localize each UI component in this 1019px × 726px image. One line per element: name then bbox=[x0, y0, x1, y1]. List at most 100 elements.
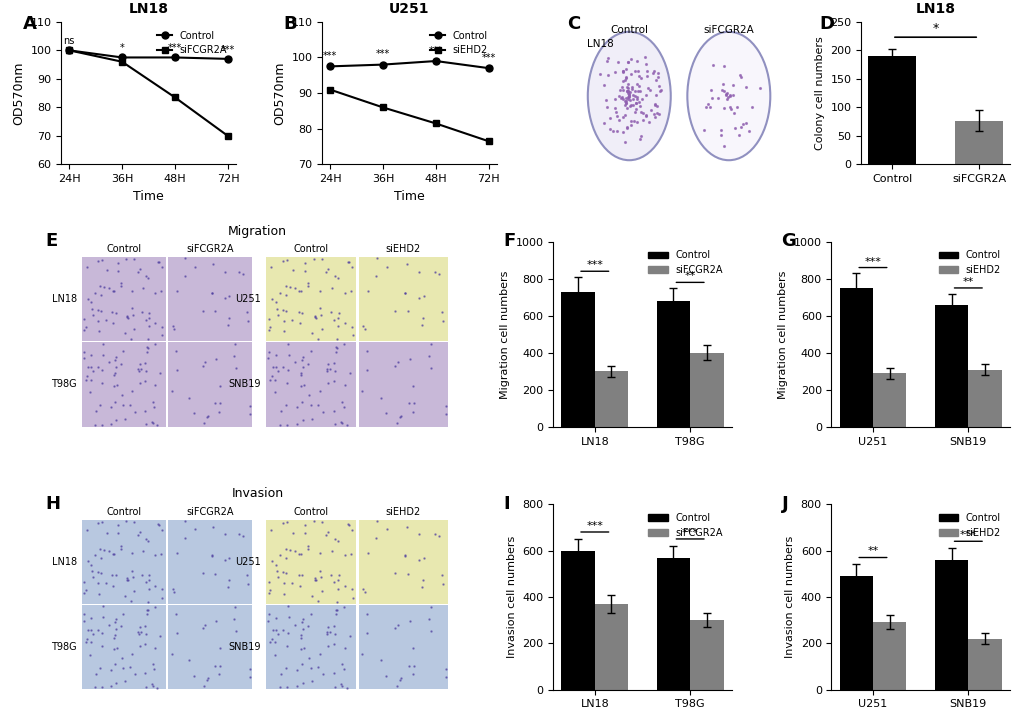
Text: ***: *** bbox=[220, 44, 234, 54]
Bar bbox=[690, 353, 722, 427]
Legend: Control, siEHD2: Control, siEHD2 bbox=[426, 27, 491, 60]
Bar bbox=[359, 605, 448, 689]
Bar bbox=[266, 257, 356, 341]
Bar bbox=[168, 605, 252, 689]
Text: **: ** bbox=[866, 547, 877, 556]
Bar bbox=[690, 620, 722, 690]
Bar bbox=[656, 301, 690, 427]
Bar bbox=[359, 343, 448, 427]
Text: J: J bbox=[781, 495, 788, 513]
Y-axis label: Migration cell numbers: Migration cell numbers bbox=[499, 270, 510, 399]
Legend: Control, siFCGR2A: Control, siFCGR2A bbox=[644, 509, 727, 542]
Text: siEHD2: siEHD2 bbox=[385, 244, 421, 254]
Bar bbox=[867, 56, 915, 165]
Legend: Control, siEHD2: Control, siEHD2 bbox=[933, 509, 1004, 542]
Legend: Control, siFCGR2A: Control, siFCGR2A bbox=[153, 27, 230, 60]
Text: ns: ns bbox=[63, 36, 74, 46]
Y-axis label: Colony cell numbers: Colony cell numbers bbox=[814, 36, 824, 150]
Bar bbox=[934, 560, 967, 690]
Bar bbox=[839, 576, 872, 690]
Text: **: ** bbox=[684, 272, 695, 282]
Text: Control: Control bbox=[106, 507, 142, 517]
Bar bbox=[168, 257, 252, 341]
Bar bbox=[266, 605, 356, 689]
Text: T98G: T98G bbox=[51, 642, 76, 652]
Legend: Control, siEHD2: Control, siEHD2 bbox=[933, 246, 1004, 279]
Text: SNB19: SNB19 bbox=[228, 642, 261, 652]
Title: LN18: LN18 bbox=[128, 2, 168, 17]
Y-axis label: OD570nm: OD570nm bbox=[12, 62, 24, 125]
Text: siFCGR2A: siFCGR2A bbox=[703, 25, 753, 35]
Bar bbox=[560, 292, 594, 427]
Bar bbox=[266, 343, 356, 427]
Text: LN18: LN18 bbox=[52, 294, 76, 304]
Text: *: * bbox=[119, 43, 124, 53]
Bar bbox=[594, 372, 628, 427]
Bar bbox=[594, 604, 628, 690]
Bar bbox=[359, 257, 448, 341]
Text: ***: *** bbox=[681, 528, 698, 538]
Text: G: G bbox=[781, 232, 796, 250]
Y-axis label: Migration cell numbers: Migration cell numbers bbox=[777, 270, 788, 399]
Bar bbox=[656, 558, 690, 690]
Text: ***: *** bbox=[586, 261, 602, 270]
Bar bbox=[872, 373, 906, 427]
Title: U251: U251 bbox=[389, 2, 429, 17]
Ellipse shape bbox=[587, 32, 671, 160]
Text: ***: *** bbox=[481, 53, 495, 63]
Text: Invasion: Invasion bbox=[231, 487, 283, 500]
Bar bbox=[82, 520, 166, 604]
Text: Control: Control bbox=[293, 244, 328, 254]
Bar bbox=[934, 305, 967, 427]
Text: siFCGR2A: siFCGR2A bbox=[186, 244, 233, 254]
Bar bbox=[839, 288, 872, 427]
Bar bbox=[560, 550, 594, 690]
Bar bbox=[168, 520, 252, 604]
Text: I: I bbox=[503, 495, 510, 513]
Bar bbox=[266, 520, 356, 604]
Text: *: * bbox=[931, 23, 937, 36]
Text: siEHD2: siEHD2 bbox=[385, 507, 421, 517]
Text: F: F bbox=[503, 232, 516, 250]
Text: ***: *** bbox=[375, 49, 389, 60]
Text: D: D bbox=[819, 15, 834, 33]
Text: LN18: LN18 bbox=[586, 39, 613, 49]
Text: Migration: Migration bbox=[227, 225, 286, 238]
Text: A: A bbox=[22, 15, 37, 33]
Text: C: C bbox=[567, 15, 580, 33]
X-axis label: Time: Time bbox=[133, 189, 164, 203]
Text: U251: U251 bbox=[235, 557, 261, 567]
Text: U251: U251 bbox=[235, 294, 261, 304]
Ellipse shape bbox=[687, 32, 769, 160]
Bar bbox=[967, 639, 1001, 690]
Title: LN18: LN18 bbox=[915, 2, 955, 17]
Text: ***: *** bbox=[168, 43, 182, 53]
Bar bbox=[359, 520, 448, 604]
Text: H: H bbox=[46, 495, 60, 513]
Text: ***: *** bbox=[959, 530, 976, 540]
Text: SNB19: SNB19 bbox=[228, 380, 261, 389]
Legend: Control, siFCGR2A: Control, siFCGR2A bbox=[644, 246, 727, 279]
Text: ***: *** bbox=[323, 51, 337, 61]
Text: ***: *** bbox=[864, 256, 880, 266]
Bar bbox=[82, 257, 166, 341]
Text: siFCGR2A: siFCGR2A bbox=[186, 507, 233, 517]
Text: Control: Control bbox=[106, 244, 142, 254]
Text: Control: Control bbox=[609, 25, 648, 35]
Bar bbox=[967, 370, 1001, 427]
Y-axis label: OD570nm: OD570nm bbox=[272, 62, 285, 125]
Y-axis label: Invasion cell numbers: Invasion cell numbers bbox=[785, 536, 794, 658]
Text: **: ** bbox=[962, 277, 973, 287]
Y-axis label: Invasion cell numbers: Invasion cell numbers bbox=[506, 536, 517, 658]
Text: ***: *** bbox=[586, 521, 602, 531]
Bar bbox=[82, 605, 166, 689]
Text: Control: Control bbox=[293, 507, 328, 517]
Text: ***: *** bbox=[428, 46, 442, 56]
Text: B: B bbox=[283, 15, 297, 33]
Bar bbox=[954, 121, 1002, 165]
Text: E: E bbox=[46, 232, 58, 250]
Bar bbox=[168, 343, 252, 427]
X-axis label: Time: Time bbox=[393, 189, 424, 203]
Bar bbox=[82, 343, 166, 427]
Bar bbox=[872, 622, 906, 690]
